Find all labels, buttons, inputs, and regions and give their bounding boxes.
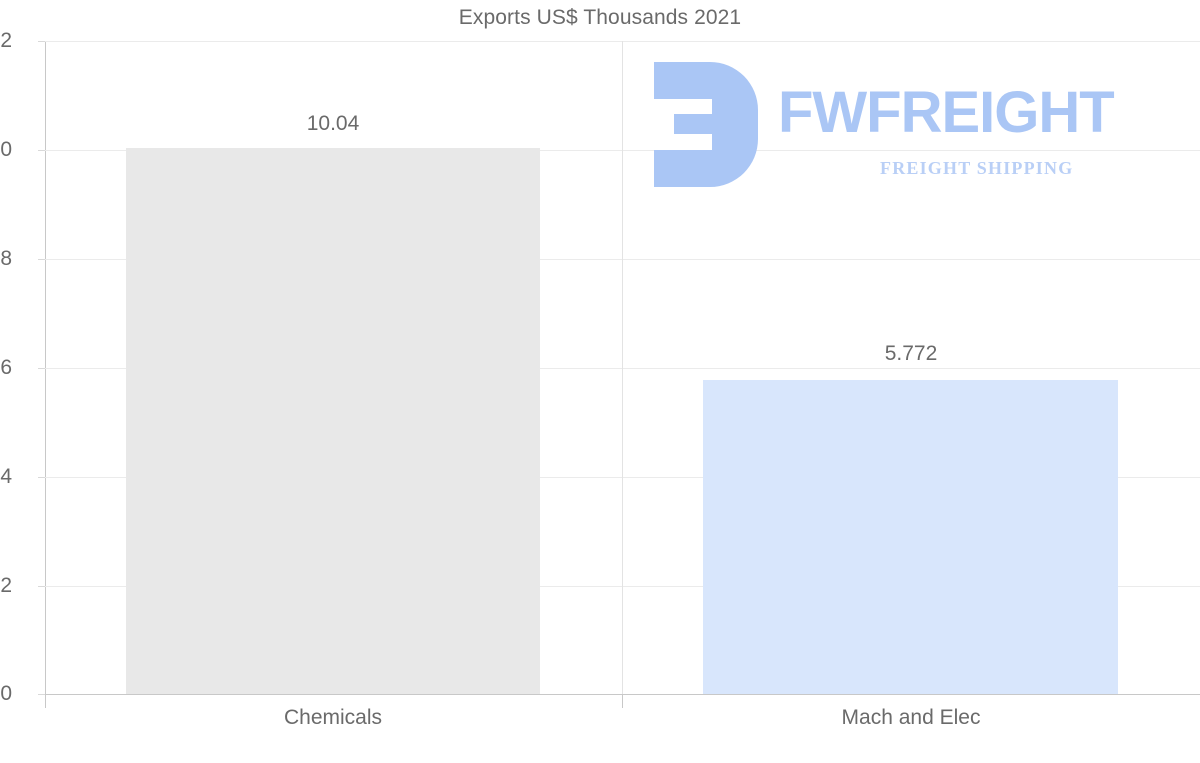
y-axis-tick-label: 10 <box>0 138 12 161</box>
y-axis-line <box>45 41 46 694</box>
category-divider <box>622 41 623 694</box>
y-axis-tick-label: 4 <box>0 465 12 488</box>
y-axis-tick-mark <box>38 477 46 478</box>
y-axis-tick-label: 0 <box>0 682 12 705</box>
bar-chemicals[interactable] <box>126 148 540 694</box>
y-axis-tick-mark <box>38 259 46 260</box>
bar-mach-and-elec[interactable] <box>703 380 1118 694</box>
plot-area <box>45 41 1200 695</box>
y-axis-tick-label: 2 <box>0 574 12 597</box>
x-axis-baseline <box>45 694 1200 695</box>
y-axis-tick-label: 6 <box>0 356 12 379</box>
y-axis-tick-mark <box>38 41 46 42</box>
y-axis-tick-mark <box>38 586 46 587</box>
x-axis-label-mach-and-elec: Mach and Elec <box>841 706 981 729</box>
x-axis-label-chemicals: Chemicals <box>283 706 383 729</box>
bar-value-label-chemicals: 10.04 <box>306 112 360 135</box>
y-axis-tick-mark <box>38 150 46 151</box>
y-axis-tick-label: 12 <box>0 29 12 52</box>
x-axis-origin-tick <box>45 694 46 708</box>
y-axis-tick-label: 8 <box>0 247 12 270</box>
y-axis-tick-mark <box>38 694 46 695</box>
bar-value-label-mach-and-elec: 5.772 <box>884 342 938 365</box>
y-axis-tick-mark <box>38 368 46 369</box>
chart-title: Exports US$ Thousands 2021 <box>458 6 742 29</box>
x-axis-category-tick <box>622 694 623 708</box>
